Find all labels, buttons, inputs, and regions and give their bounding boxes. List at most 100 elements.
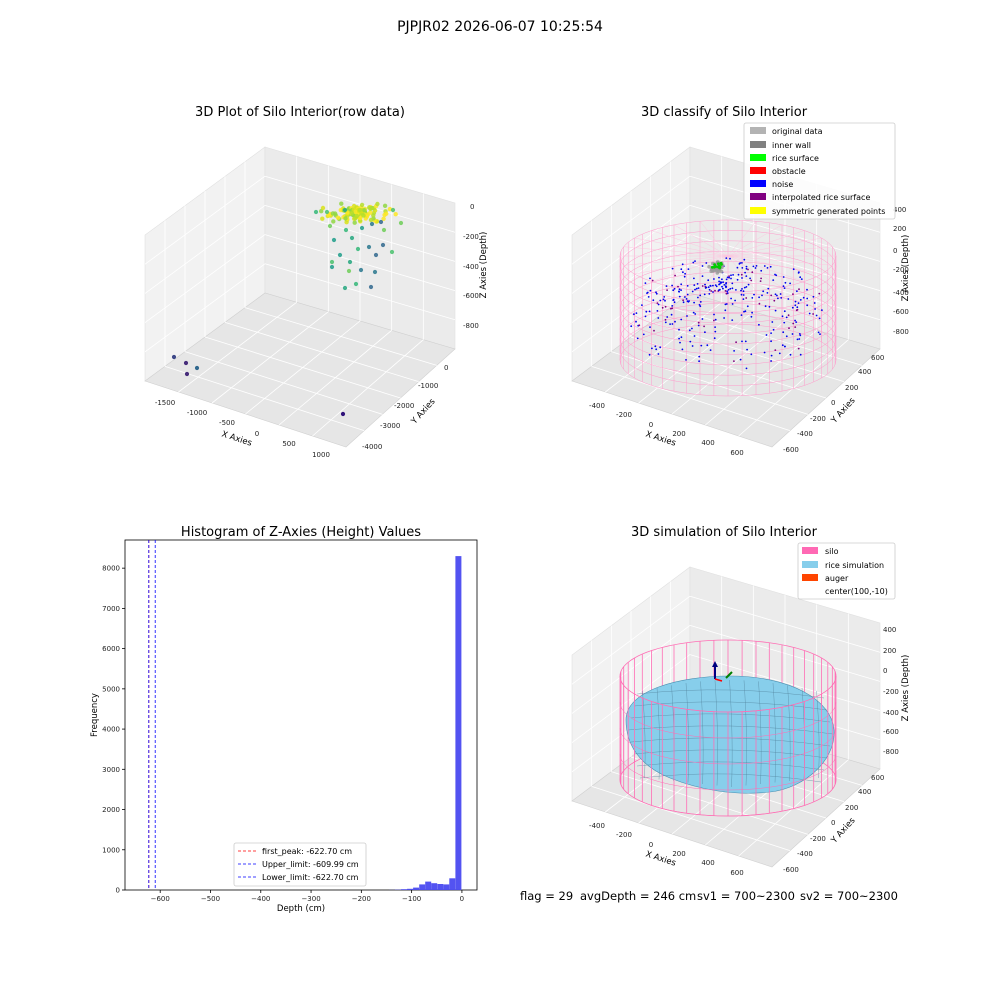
- noise-point: [783, 310, 786, 313]
- noise-point: [763, 351, 766, 354]
- noise-point: [721, 278, 723, 281]
- simulation-z-label: Z Axies (Depth): [901, 655, 911, 722]
- silo-cap-spoke: [727, 224, 783, 257]
- noise-point: [697, 296, 699, 299]
- noise-point: [745, 265, 748, 268]
- raw-y-tick: -4000: [362, 443, 382, 451]
- silo-ring: [619, 753, 837, 791]
- raw-data-point: [372, 269, 378, 275]
- noise-point: [749, 277, 751, 280]
- noise-point: [821, 309, 823, 311]
- raw-x-tick: -1500: [155, 399, 175, 407]
- legend-label: rice surface: [772, 154, 819, 163]
- noise-point: [779, 293, 782, 295]
- noise-point: [730, 274, 732, 277]
- noise-point: [713, 313, 715, 316]
- classify-x-tick: -400: [589, 402, 605, 410]
- raw-data-point: [320, 205, 326, 211]
- noise-point: [774, 349, 777, 351]
- raw-data-point: [345, 210, 350, 215]
- raw-data-point: [331, 237, 337, 243]
- grid-line: [571, 595, 691, 685]
- raw-x-label: X Axies: [220, 429, 253, 448]
- noise-point: [742, 290, 745, 293]
- raw-outlier-point: [340, 411, 346, 417]
- rice-surface-point: [718, 265, 722, 269]
- noise-point: [678, 295, 681, 298]
- noise-point: [699, 294, 702, 297]
- noise-point: [707, 279, 710, 282]
- noise-point: [669, 323, 671, 325]
- noise-point: [745, 297, 748, 299]
- noise-point: [692, 261, 695, 264]
- legend-label: rice simulation: [825, 561, 884, 570]
- raw-z-tick: -200: [463, 233, 479, 241]
- noise-point: [731, 303, 734, 305]
- noise-point: [745, 286, 748, 288]
- y-tick-label: 5000: [102, 685, 120, 693]
- noise-point: [699, 301, 702, 303]
- grid-line: [670, 307, 863, 366]
- silo-cap-spoke: [699, 221, 729, 257]
- noise-point: [709, 349, 712, 351]
- noise-point: [762, 290, 765, 293]
- rice-surface-point: [713, 263, 716, 266]
- noise-point: [818, 317, 821, 320]
- noise-point: [657, 353, 660, 355]
- noise-point: [763, 265, 766, 267]
- rice-mesh-line: [714, 680, 718, 786]
- noise-point: [659, 346, 662, 349]
- noise-point: [817, 331, 820, 334]
- noise-point: [740, 293, 743, 296]
- noise-point: [672, 298, 675, 301]
- noise-point: [791, 306, 794, 309]
- raw-y-tick: -2000: [394, 402, 414, 410]
- raw-data-point: [346, 268, 352, 274]
- classify-z-tick: -600: [893, 308, 909, 316]
- noise-point: [772, 279, 775, 281]
- simulation-panel-title: 3D simulation of Silo Interior: [631, 525, 818, 540]
- silo-cap-spoke: [727, 255, 833, 266]
- noise-point: [697, 324, 700, 327]
- noise-point: [781, 315, 784, 318]
- rice-mesh-line: [685, 683, 689, 783]
- noise-point: [710, 290, 713, 292]
- raw-x-tick: 0: [255, 430, 259, 438]
- histogram-bar: [425, 881, 432, 890]
- classify-x-tick: -200: [616, 411, 632, 419]
- noise-point: [724, 285, 727, 288]
- noise-point: [693, 277, 695, 280]
- legend-label: center(100,-10): [825, 587, 888, 596]
- grid-line: [571, 175, 691, 265]
- noise-point: [770, 354, 773, 357]
- raw-data-point: [380, 242, 386, 248]
- simulation-y-tick: 600: [871, 774, 884, 782]
- inner-wall-point: [707, 264, 711, 269]
- noise-point: [666, 316, 669, 318]
- noise-point: [777, 297, 779, 300]
- raw-outlier-point: [183, 360, 189, 366]
- grid-line: [571, 654, 691, 743]
- raw-data-point: [368, 284, 374, 290]
- raw-data-point: [362, 208, 367, 213]
- rice-mesh-line: [816, 690, 820, 779]
- noise-point: [644, 282, 647, 284]
- auger-arrow-x: [714, 678, 723, 682]
- classify-y-ticks: 600 400 200 0 -200 -400 -600: [783, 354, 884, 454]
- raw-data-3d-panel: 3D Plot of Silo Interior(row data) -1500…: [144, 105, 489, 459]
- legend-swatch-symmetric: [750, 207, 766, 214]
- noise-point: [792, 268, 795, 271]
- grid-line: [689, 205, 881, 262]
- noise-point: [680, 318, 683, 321]
- histogram-bar: [419, 884, 426, 890]
- noise-point: [750, 279, 753, 282]
- legend-swatch-obstacle: [750, 167, 766, 174]
- noise-point: [743, 286, 746, 289]
- silo-cap-spoke: [727, 255, 757, 291]
- rice-mesh-line: [639, 773, 822, 783]
- noise-point: [765, 334, 768, 336]
- raw-data-point: [338, 207, 343, 213]
- noise-point: [649, 277, 651, 280]
- silo-cap-spoke: [651, 255, 729, 282]
- noise-point: [678, 288, 681, 291]
